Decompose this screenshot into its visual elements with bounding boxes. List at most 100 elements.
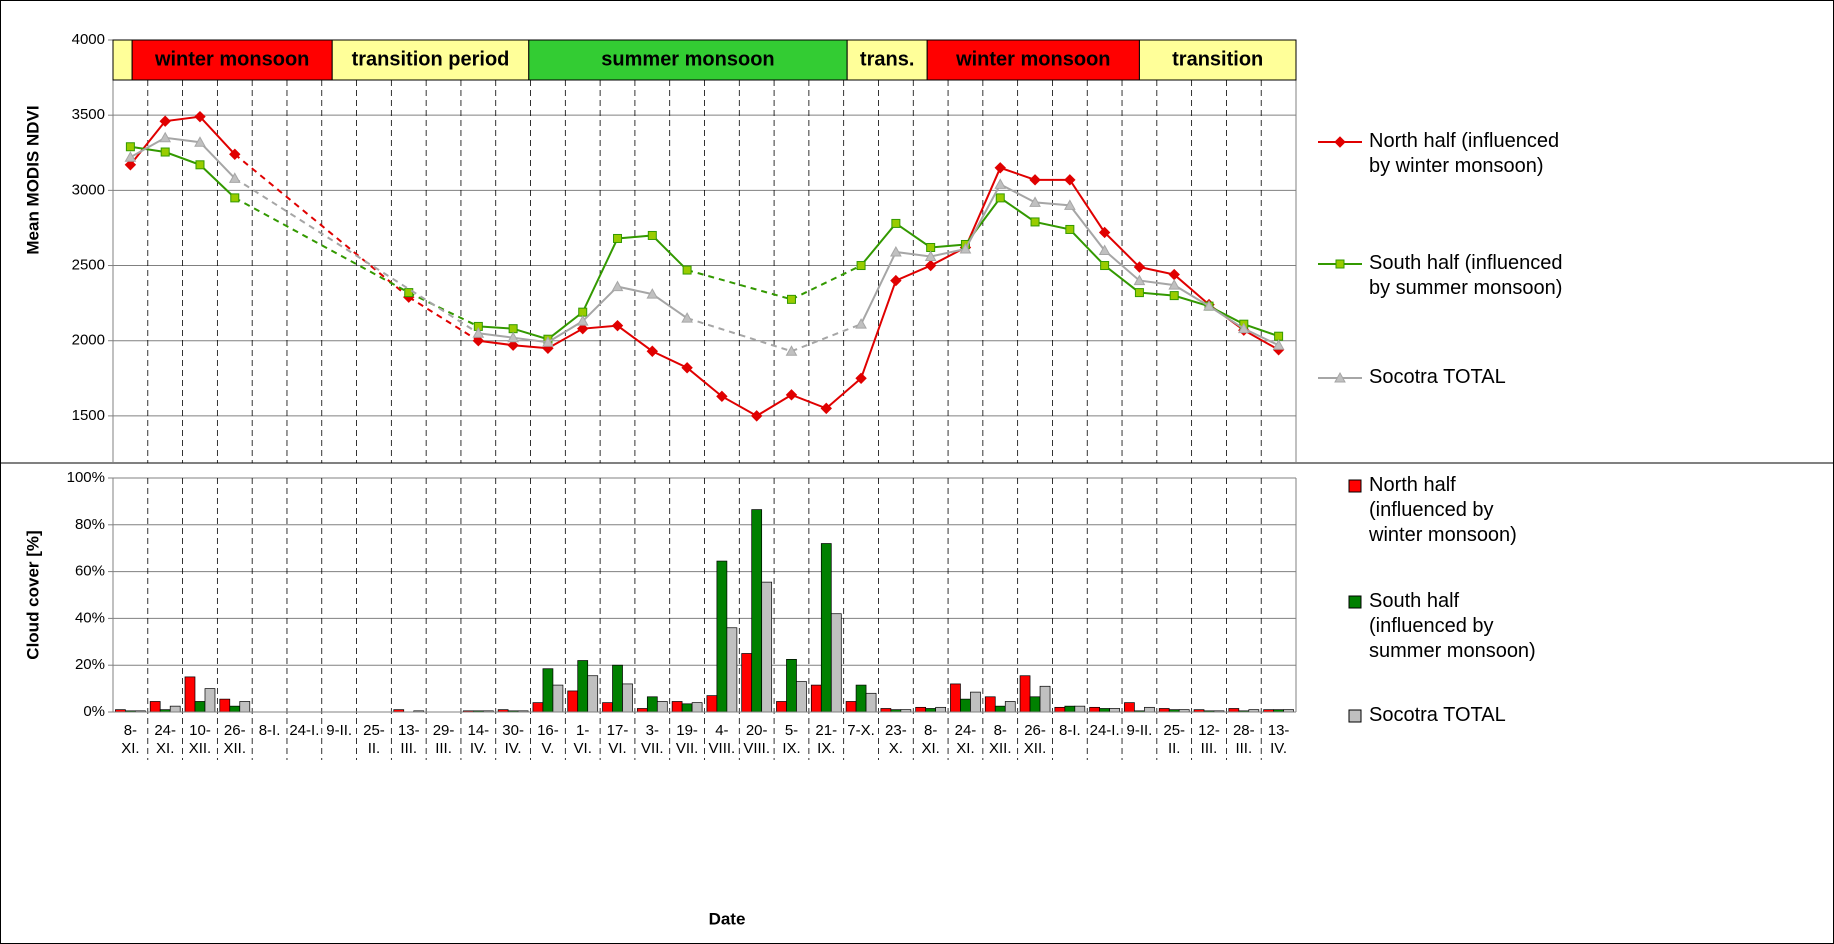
marker — [1098, 226, 1111, 239]
series-line — [129, 136, 236, 180]
gap-connector — [234, 153, 410, 298]
bar — [726, 627, 738, 713]
gap-connector — [791, 323, 862, 353]
marker — [1169, 291, 1179, 301]
bar — [587, 675, 599, 713]
x-tick-label: 16-V. — [537, 722, 559, 757]
marker — [542, 336, 554, 347]
marker — [647, 230, 657, 240]
bar — [219, 698, 231, 713]
x-tick-label: 25-II. — [363, 722, 385, 757]
bar — [1144, 706, 1155, 713]
bar — [925, 708, 937, 713]
marker — [890, 274, 902, 287]
y-tick-label: 3500 — [72, 106, 105, 123]
bar — [1019, 675, 1031, 713]
marker — [924, 259, 937, 272]
x-tick-label: 14-IV. — [467, 722, 490, 757]
bar — [1089, 706, 1100, 713]
marker — [1100, 261, 1110, 271]
x-tick-label: 24-XI. — [954, 722, 977, 757]
x-tick-label: 8-I. — [1058, 722, 1081, 739]
x-tick-label: 9-II. — [1126, 722, 1153, 739]
marker — [959, 242, 972, 254]
x-tick-label: 24-I. — [1089, 722, 1120, 739]
season-band — [926, 39, 1140, 81]
marker — [228, 172, 241, 183]
x-tick-label: 24-XI. — [154, 722, 177, 757]
marker — [855, 372, 867, 385]
marker — [1029, 196, 1041, 207]
marker — [404, 288, 414, 298]
bar — [1054, 706, 1066, 713]
bar — [204, 688, 216, 713]
bar — [552, 684, 564, 713]
bar — [706, 695, 718, 713]
bar — [820, 543, 832, 713]
marker — [855, 318, 867, 329]
gap-connector — [791, 264, 862, 301]
marker — [750, 410, 763, 422]
y-axis-title: Mean MODIS NDVI — [23, 105, 42, 254]
marker — [472, 335, 485, 347]
marker — [1029, 174, 1041, 186]
bar — [960, 698, 971, 713]
marker — [194, 136, 206, 147]
bar — [542, 668, 554, 713]
bar — [656, 701, 668, 713]
x-tick-label: 20-VIII. — [743, 722, 771, 757]
bar — [761, 581, 773, 713]
legend-swatch — [1348, 709, 1362, 723]
y-tick-label: 2500 — [72, 257, 105, 274]
season-band — [131, 39, 333, 81]
legend-swatch — [1348, 479, 1362, 493]
x-tick-label: 1-VI. — [573, 722, 592, 757]
marker — [1237, 322, 1250, 334]
marker — [856, 261, 866, 271]
bar — [1109, 708, 1120, 713]
bar — [810, 684, 822, 713]
bar — [636, 708, 648, 713]
season-band — [1138, 39, 1297, 81]
season-band — [846, 39, 928, 81]
bar — [786, 658, 797, 713]
marker — [1133, 261, 1146, 273]
gap-connector — [408, 291, 479, 328]
y-tick-label: 60% — [75, 563, 105, 580]
x-tick-label: 13-IV. — [1267, 722, 1290, 757]
x-tick-label: 12-III. — [1198, 722, 1220, 757]
marker — [508, 324, 518, 334]
y-tick-label: 0% — [83, 703, 105, 720]
bar — [984, 696, 996, 713]
bar — [532, 702, 544, 713]
marker — [1168, 279, 1181, 290]
bar — [741, 653, 753, 713]
marker — [160, 147, 170, 157]
x-tick-label: 13-III. — [397, 722, 420, 757]
x-tick-label: 29-III. — [432, 722, 455, 757]
bar — [1124, 702, 1135, 713]
marker — [124, 151, 137, 162]
bar — [751, 509, 763, 713]
series-line — [130, 145, 236, 199]
marker — [124, 159, 137, 171]
bar — [671, 701, 683, 713]
marker — [159, 115, 171, 127]
marker — [682, 265, 692, 275]
x-tick-label: 10-XII. — [188, 722, 212, 757]
y-tick-label: 20% — [75, 656, 105, 673]
bar — [776, 701, 787, 713]
bar — [622, 683, 633, 713]
marker — [194, 110, 206, 123]
marker — [716, 390, 728, 403]
bar — [796, 681, 807, 713]
marker — [994, 178, 1007, 189]
marker — [1098, 244, 1111, 255]
marker — [926, 242, 936, 252]
x-tick-label: 25-II. — [1163, 722, 1186, 757]
bar — [880, 708, 892, 713]
x-tick-label: 28-III. — [1232, 722, 1255, 757]
marker — [681, 362, 693, 374]
x-tick-label: 8-XII. — [988, 722, 1012, 757]
